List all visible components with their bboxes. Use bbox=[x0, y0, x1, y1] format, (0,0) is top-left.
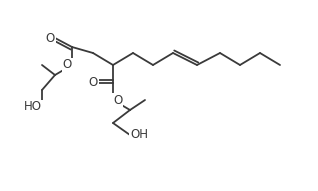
Text: OH: OH bbox=[130, 129, 148, 142]
Text: O: O bbox=[113, 94, 122, 107]
Text: O: O bbox=[63, 58, 72, 71]
Text: HO: HO bbox=[24, 100, 42, 113]
Text: O: O bbox=[89, 77, 98, 90]
Text: O: O bbox=[46, 32, 55, 45]
